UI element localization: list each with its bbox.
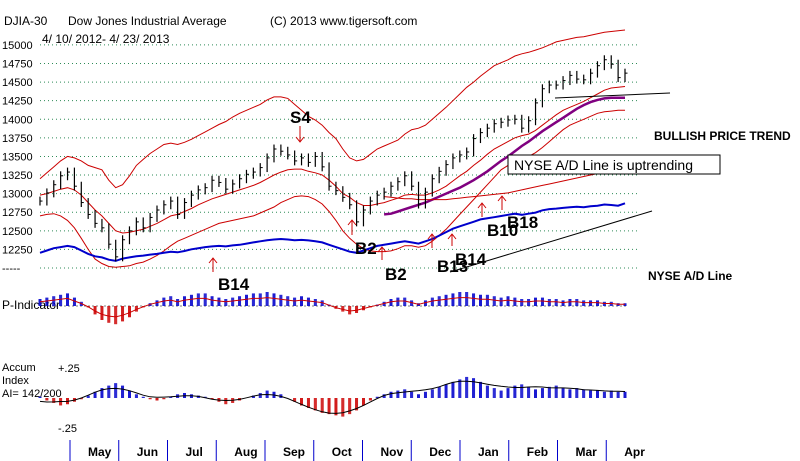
series-line-21-day-ma: [39, 86, 626, 234]
signal-arrowhead: [295, 136, 305, 143]
month-label: Mar: [576, 445, 598, 459]
price-bars: [39, 55, 628, 262]
month-label: Sep: [283, 445, 305, 459]
month-axis: May Jun Jul Aug Sep Oct Nov Dec Jan Feb Mar Apr: [69, 440, 645, 461]
series-line-65-day-ma: [383, 96, 625, 216]
accum-ma: [39, 380, 626, 414]
signal-arrowhead: [377, 246, 387, 253]
y-tick-label: 13500: [2, 151, 33, 163]
accum-index-bars: [38, 376, 627, 417]
month-label: Jul: [186, 445, 203, 459]
bullish-trend-label: BULLISH PRICE TREND: [654, 129, 791, 143]
y-tick-label: 13750: [2, 133, 33, 145]
y-tick-label: 12250: [2, 244, 33, 256]
signal-arrowhead: [208, 257, 218, 264]
signal-b14: B14: [455, 250, 487, 269]
y-tick-label: 14250: [2, 96, 33, 108]
y-tick-label: 14750: [2, 58, 33, 70]
month-label: Dec: [429, 445, 451, 459]
signal-arrowhead: [347, 219, 357, 226]
price-lines: [39, 29, 671, 273]
month-label: Jun: [137, 445, 158, 459]
accum-title-2: Index: [2, 375, 29, 387]
y-tick-label: -----: [2, 263, 21, 275]
month-label: Apr: [624, 445, 645, 459]
month-label: Nov: [381, 445, 404, 459]
signal-arrowhead: [497, 195, 507, 202]
y-tick-label: 12500: [2, 226, 33, 238]
y-tick-label: 12750: [2, 207, 33, 219]
month-label: Feb: [527, 445, 548, 459]
signal-arrowhead: [447, 233, 457, 240]
signal-b10: B10: [487, 221, 518, 240]
month-label: Oct: [332, 445, 352, 459]
signal-b2: B2: [385, 265, 407, 284]
signal-b18: B18: [507, 213, 538, 232]
ad-line-label: NYSE A/D Line: [648, 269, 733, 283]
price-tick-labels: 15000 14750 14500 14250 14000 13750 13500 13250…: [2, 40, 33, 275]
ai-label: AI= 142/200: [2, 388, 62, 400]
y-tick-label: 13250: [2, 170, 33, 182]
p-indicator-bars: [38, 292, 628, 325]
ad-trendline: [449, 210, 653, 273]
support-trendline: [554, 92, 671, 99]
ad-uptrend-box: [507, 154, 721, 175]
signal-b2: B2: [355, 239, 377, 258]
y-tick-label: 13000: [2, 189, 33, 201]
signal-b13: B13: [437, 257, 468, 276]
y-tick-label: 14500: [2, 77, 33, 89]
copyright-label: (C) 2013 www.tigersoft.com: [270, 14, 417, 28]
series-line-200-day-ma: [384, 167, 626, 201]
symbol-label: DJIA-30: [4, 14, 48, 28]
y-tick-label: 15000: [2, 40, 33, 52]
signal-s4: S4: [290, 108, 311, 127]
month-label: Jan: [478, 445, 499, 459]
series-line-upper-band: [39, 29, 626, 189]
accum-top-label: +.25: [58, 363, 80, 375]
signal-arrowhead: [427, 233, 437, 240]
month-label: Aug: [234, 445, 257, 459]
ad-uptrend-label: NYSE A/D Line is uptrending: [514, 157, 693, 173]
month-label: May: [88, 445, 112, 459]
signal-arrowhead: [477, 202, 487, 209]
chart-title: Dow Jones Industrial Average: [68, 14, 227, 28]
accum-title-1: Accum: [2, 362, 36, 374]
signal-b14: B14: [218, 275, 250, 294]
ad-line: [39, 202, 626, 262]
p-indicator-ma: [39, 297, 625, 318]
price-gridlines: [40, 44, 640, 269]
date-range-label: 4/ 10/ 2012- 4/ 23/ 2013: [42, 32, 170, 46]
y-tick-label: 14000: [2, 114, 33, 126]
accum-bottom-label: -.25: [58, 423, 77, 435]
